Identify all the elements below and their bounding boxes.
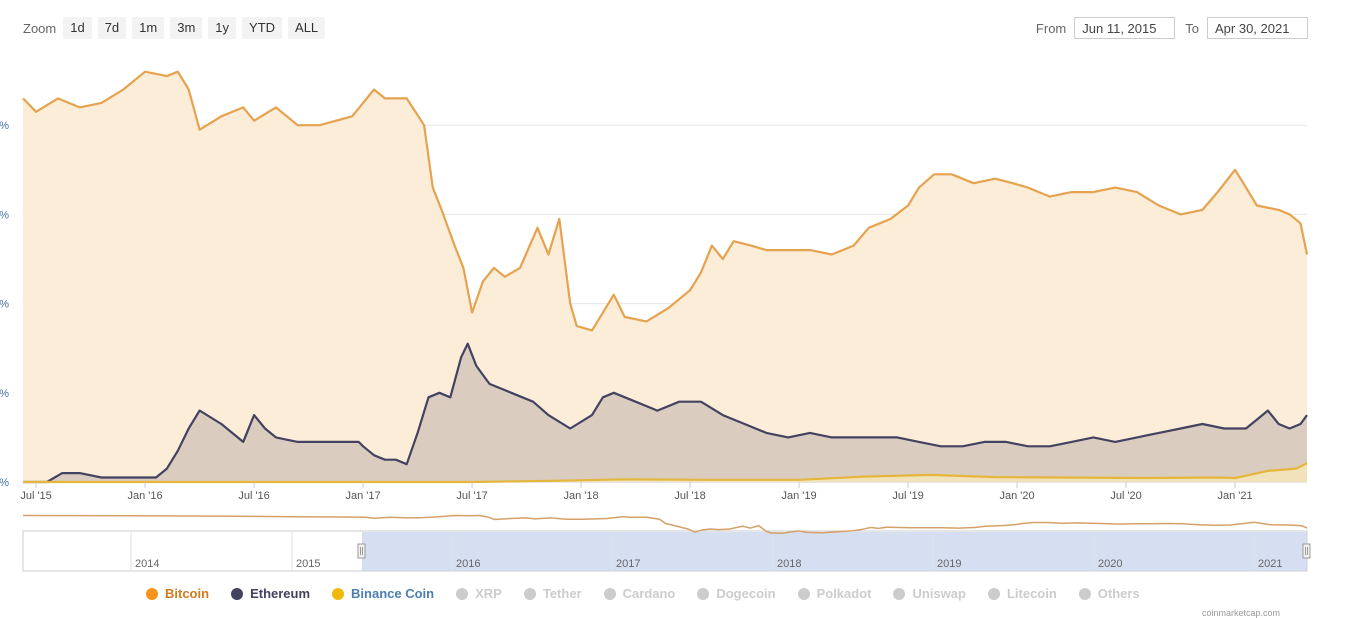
legend-item-cardano[interactable]: Cardano bbox=[603, 586, 676, 601]
legend-item-polkadot[interactable]: Polkadot bbox=[797, 586, 872, 601]
navigator-year-label: 2015 bbox=[296, 558, 320, 570]
chart-legend: Bitcoin Ethereum Binance Coin XRP Tether Card… bbox=[146, 586, 1162, 601]
ethereum-area bbox=[23, 343, 1307, 482]
to-label: To bbox=[1185, 20, 1199, 36]
legend-item-litecoin[interactable]: Litecoin bbox=[987, 586, 1057, 601]
y-tick-label: 0% bbox=[0, 477, 9, 489]
legend-label: Tether bbox=[542, 586, 582, 601]
x-tick-label: Jul '20 bbox=[1110, 490, 1141, 502]
legend-marker-icon bbox=[1078, 587, 1091, 600]
zoom-button-1y[interactable]: 1y bbox=[208, 17, 237, 39]
navigator-year-label: 2017 bbox=[616, 558, 640, 570]
legend-item-bitcoin[interactable]: Bitcoin bbox=[146, 586, 209, 601]
legend-item-others[interactable]: Others bbox=[1078, 586, 1140, 601]
ethereum-line bbox=[23, 342, 1308, 484]
y-tick-label: 60% bbox=[0, 209, 9, 221]
zoom-button-1d[interactable]: 1d bbox=[63, 17, 92, 39]
navigator-year-label: 2019 bbox=[937, 558, 961, 570]
navigator-selection bbox=[362, 532, 1307, 571]
legend-item-uniswap[interactable]: Uniswap bbox=[893, 586, 966, 601]
x-tick-label: Jul '17 bbox=[456, 490, 487, 502]
navigator-year-label: 2014 bbox=[135, 558, 159, 570]
navigator-year-label: 2020 bbox=[1098, 558, 1122, 570]
legend-label: Binance Coin bbox=[351, 586, 435, 601]
legend-marker-icon bbox=[456, 587, 469, 600]
legend-item-dogecoin[interactable]: Dogecoin bbox=[697, 586, 776, 601]
legend-marker-icon bbox=[146, 587, 158, 600]
bitcoin-line bbox=[22, 70, 1309, 332]
y-tick-label: 20% bbox=[0, 388, 9, 400]
x-tick-label: Jan '21 bbox=[1217, 490, 1252, 502]
x-tick-label: Jul '18 bbox=[674, 490, 705, 502]
source-credit: coinmarketcap.com bbox=[1201, 608, 1280, 618]
x-tick-label: Jul '19 bbox=[892, 490, 923, 502]
binance-coin-line bbox=[23, 462, 1308, 484]
navigator-handle-left[interactable] bbox=[357, 543, 366, 559]
navigator-handle-right[interactable] bbox=[1302, 543, 1311, 559]
legend-label: Dogecoin bbox=[716, 586, 776, 601]
zoom-button-7d[interactable]: 7d bbox=[97, 17, 127, 39]
bitcoin-area bbox=[23, 71, 1307, 482]
legend-label: Litecoin bbox=[1006, 586, 1057, 601]
zoom-button-1m[interactable]: 1m bbox=[132, 17, 165, 39]
zoom-button-3m[interactable]: 3m bbox=[170, 17, 203, 39]
x-tick-label: Jul '15 bbox=[20, 490, 51, 502]
navigator-series-line bbox=[22, 514, 1308, 535]
y-tick-label: 40% bbox=[0, 299, 9, 311]
legend-label: Others bbox=[1097, 586, 1140, 601]
legend-label: Polkadot bbox=[816, 586, 872, 601]
y-tick-label: 80% bbox=[0, 120, 9, 132]
navigator-year-label: 2021 bbox=[1258, 558, 1282, 570]
zoom-controls: Zoom 1d 7d 1m 3m 1y YTD ALL bbox=[23, 16, 331, 40]
x-tick-label: Jan '20 bbox=[999, 490, 1034, 502]
legend-item-xrp[interactable]: XRP bbox=[456, 586, 502, 601]
legend-item-binance-coin[interactable]: Binance Coin bbox=[332, 586, 434, 601]
handle-body bbox=[1302, 543, 1311, 559]
legend-label: Ethereum bbox=[250, 586, 311, 601]
navigator-year-label: 2018 bbox=[777, 558, 801, 570]
to-date-input[interactable] bbox=[1207, 17, 1308, 39]
x-tick-label: Jul '16 bbox=[238, 490, 269, 502]
x-tick-label: Jan '19 bbox=[781, 490, 816, 502]
legend-marker-icon bbox=[332, 587, 345, 600]
zoom-button-all[interactable]: ALL bbox=[288, 17, 326, 39]
legend-label: XRP bbox=[475, 586, 502, 601]
legend-marker-icon bbox=[987, 587, 1000, 600]
legend-label: Bitcoin bbox=[165, 586, 210, 601]
handle-body bbox=[357, 543, 366, 559]
legend-marker-icon bbox=[603, 587, 616, 600]
legend-marker-icon bbox=[893, 587, 906, 600]
legend-marker-icon bbox=[523, 587, 536, 600]
legend-item-ethereum[interactable]: Ethereum bbox=[231, 586, 310, 601]
legend-item-tether[interactable]: Tether bbox=[523, 586, 582, 601]
zoom-label: Zoom bbox=[23, 20, 57, 36]
date-range-selector: From To bbox=[1036, 17, 1308, 39]
from-date-input[interactable] bbox=[1074, 17, 1176, 39]
legend-label: Uniswap bbox=[912, 586, 966, 601]
zoom-button-ytd[interactable]: YTD bbox=[242, 17, 283, 39]
legend-marker-icon bbox=[797, 587, 810, 600]
navigator-year-label: 2016 bbox=[456, 558, 480, 570]
x-tick-label: Jan '18 bbox=[564, 490, 599, 502]
legend-marker-icon bbox=[697, 587, 710, 600]
from-label: From bbox=[1035, 20, 1067, 36]
legend-marker-icon bbox=[231, 587, 244, 600]
x-tick-label: Jan '17 bbox=[346, 490, 381, 502]
legend-label: Cardano bbox=[622, 586, 676, 601]
x-tick-label: Jan '16 bbox=[128, 490, 163, 502]
